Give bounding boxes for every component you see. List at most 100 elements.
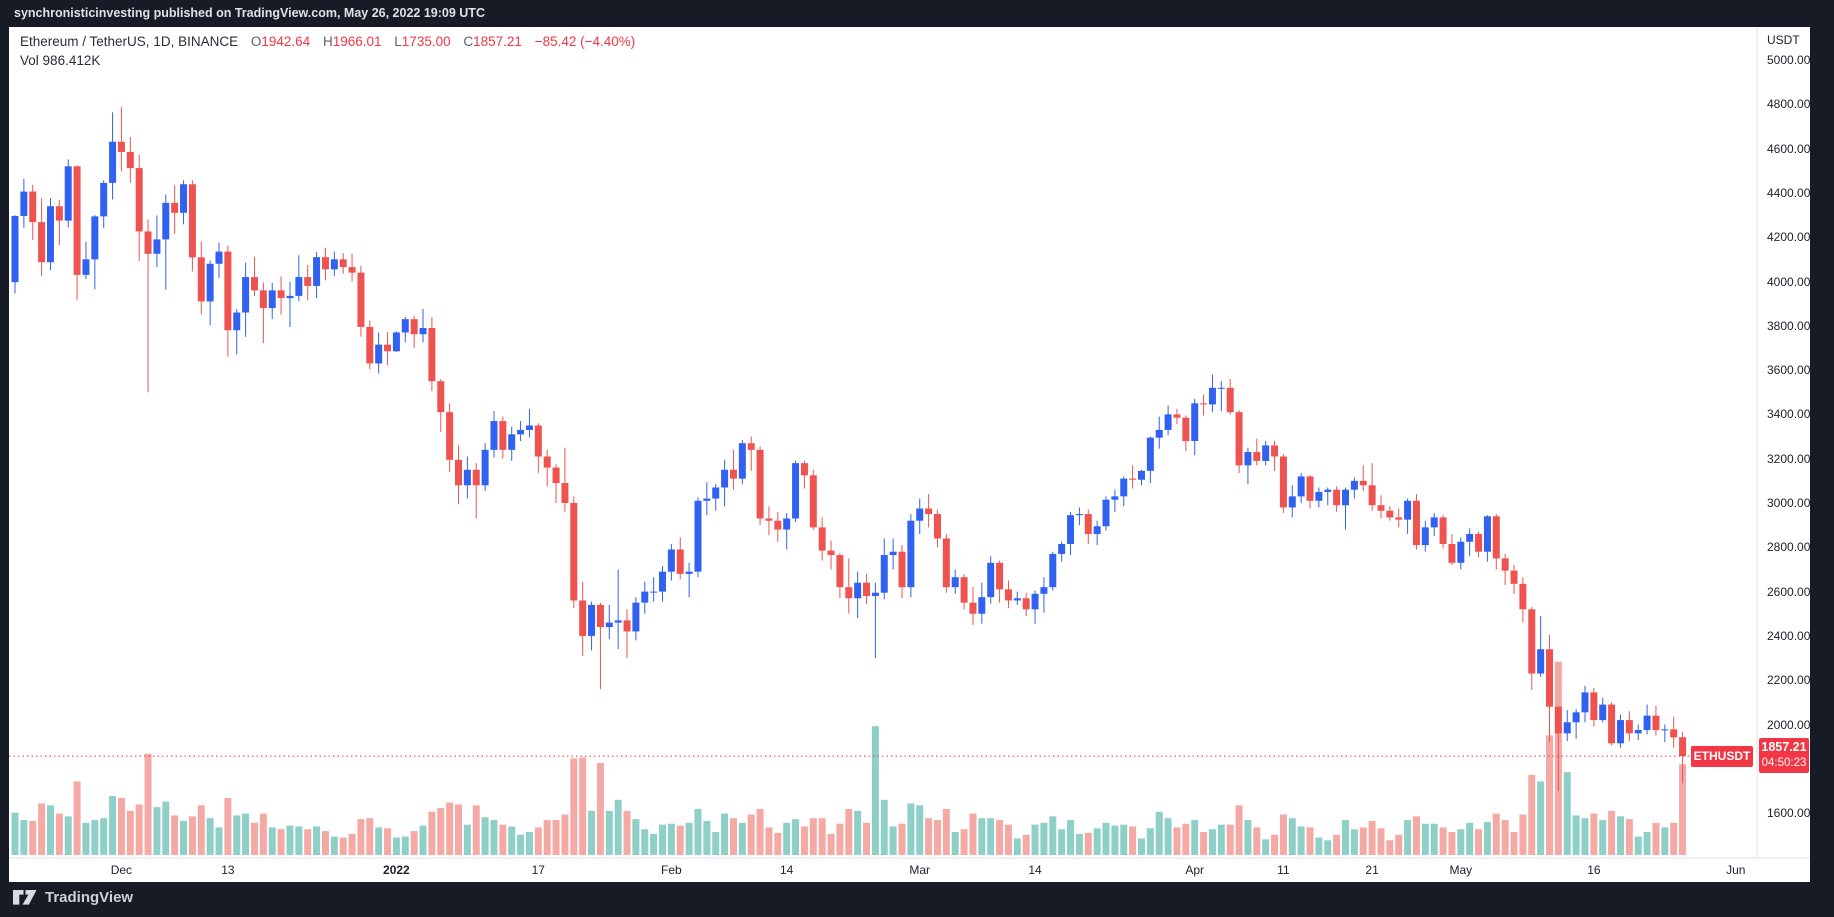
volume-bar — [650, 833, 658, 855]
volume-bar — [907, 803, 915, 855]
candle-body — [162, 202, 170, 240]
volume-bar — [1483, 821, 1491, 855]
volume-bar — [428, 811, 436, 855]
candle-body — [1599, 704, 1607, 721]
candle-body — [942, 538, 950, 588]
volume-bar — [1040, 822, 1048, 855]
volume-bar — [11, 812, 19, 855]
volume-bar — [1049, 816, 1057, 855]
candle-body — [1404, 500, 1412, 520]
volume-bar — [774, 832, 782, 855]
volume-bar — [259, 813, 267, 855]
candle-body — [792, 463, 800, 519]
candle-body — [747, 443, 755, 450]
candle-body — [1191, 403, 1199, 441]
volume-label: Vol — [20, 53, 39, 68]
ohlc-open: O1942.64 — [250, 34, 311, 49]
volume-bar — [1067, 820, 1075, 855]
volume-bar — [614, 799, 622, 855]
volume-bar — [1262, 839, 1270, 855]
candle-body — [1102, 499, 1110, 527]
candle-body — [410, 319, 418, 335]
volume-bar — [1146, 828, 1154, 855]
candle-body — [100, 182, 108, 217]
candle-body — [632, 602, 640, 632]
volume-bar — [880, 799, 888, 855]
volume-bar — [1235, 805, 1243, 855]
candle-body — [197, 257, 205, 302]
candle-body — [446, 412, 454, 460]
candle-body — [313, 257, 321, 286]
volume-bar — [623, 810, 631, 855]
volume-bar — [809, 818, 817, 855]
volume-bar — [1208, 829, 1216, 855]
price-chart-svg[interactable] — [9, 27, 1810, 882]
candle-body — [1129, 478, 1137, 480]
volume-bar — [561, 814, 569, 855]
candle-body — [463, 469, 471, 486]
volume-bar — [437, 808, 445, 855]
volume-bar — [738, 822, 746, 855]
candle-body — [295, 277, 303, 296]
volume-bar — [188, 816, 196, 855]
candle-body — [827, 550, 835, 556]
volume-bar — [570, 758, 578, 855]
time-tick: Dec — [110, 863, 133, 877]
symbol-price-flag: ETHUSDT — [1691, 745, 1753, 767]
volume-bar — [925, 818, 933, 855]
volume-bar — [242, 813, 250, 855]
candle-body — [854, 582, 862, 599]
candle-body — [250, 277, 258, 291]
symbol-info-row[interactable]: Ethereum / TetherUS, 1D, BINANCE O1942.6… — [20, 34, 644, 49]
volume-bar — [1643, 832, 1651, 855]
volume-bar — [126, 810, 134, 855]
candle-body — [109, 141, 117, 183]
price-tick: 3200.00 — [1767, 451, 1811, 466]
volume-bar — [1200, 832, 1208, 855]
volume-bar — [1217, 824, 1225, 855]
candle-body — [330, 259, 338, 270]
time-tick: 17 — [531, 863, 545, 877]
time-axis[interactable]: Dec 13 2022 17 Feb 14 Mar 14 Apr 11 21 May 16 Jun — [9, 859, 1757, 882]
candle-body — [570, 503, 578, 601]
volume-bar — [339, 837, 347, 855]
volume-bar — [1581, 818, 1589, 855]
time-tick: Jun — [1726, 863, 1746, 877]
volume-bar — [153, 807, 161, 855]
candle-body — [650, 591, 658, 593]
price-tick: 5000.00 — [1767, 53, 1811, 67]
volume-bar — [1448, 832, 1456, 855]
volume-bar — [295, 826, 303, 855]
candle-body — [534, 425, 542, 457]
volume-bar — [1253, 827, 1261, 855]
tradingview-logo[interactable]: TradingView — [12, 889, 133, 906]
volume-bar — [1519, 814, 1527, 855]
volume-bar — [1182, 823, 1190, 855]
candle-body — [1200, 403, 1208, 405]
candle-body — [1271, 445, 1279, 457]
candle-body — [1395, 517, 1403, 520]
volume-bar — [854, 810, 862, 855]
volume-bar — [1599, 820, 1607, 855]
volume-bar — [1404, 820, 1412, 855]
candle-body — [1208, 387, 1216, 405]
candle-body — [1519, 583, 1527, 610]
candle-body — [863, 582, 871, 597]
candle-body — [1324, 489, 1332, 492]
candle-body — [898, 551, 906, 588]
volume-bar — [206, 818, 214, 855]
volume-bar — [1634, 836, 1642, 855]
volume-bar — [827, 833, 835, 855]
candle-body — [171, 202, 179, 213]
volume-bar — [64, 816, 72, 855]
candle-body — [703, 498, 711, 501]
price-axis[interactable]: USDT 5000.00 4800.00 4600.00 4400.00 4200.00… — [1758, 27, 1810, 858]
symbol-title[interactable]: Ethereum / TetherUS, 1D, BINANCE — [20, 34, 239, 49]
volume-bar — [91, 820, 99, 855]
chart-panel[interactable]: Ethereum / TetherUS, 1D, BINANCE O1942.6… — [9, 27, 1810, 882]
volume-bar — [969, 813, 977, 855]
candle-body — [729, 469, 737, 479]
footer-bar: TradingView — [0, 882, 1834, 917]
volume-bar — [144, 753, 152, 855]
volume-bar — [951, 832, 959, 855]
